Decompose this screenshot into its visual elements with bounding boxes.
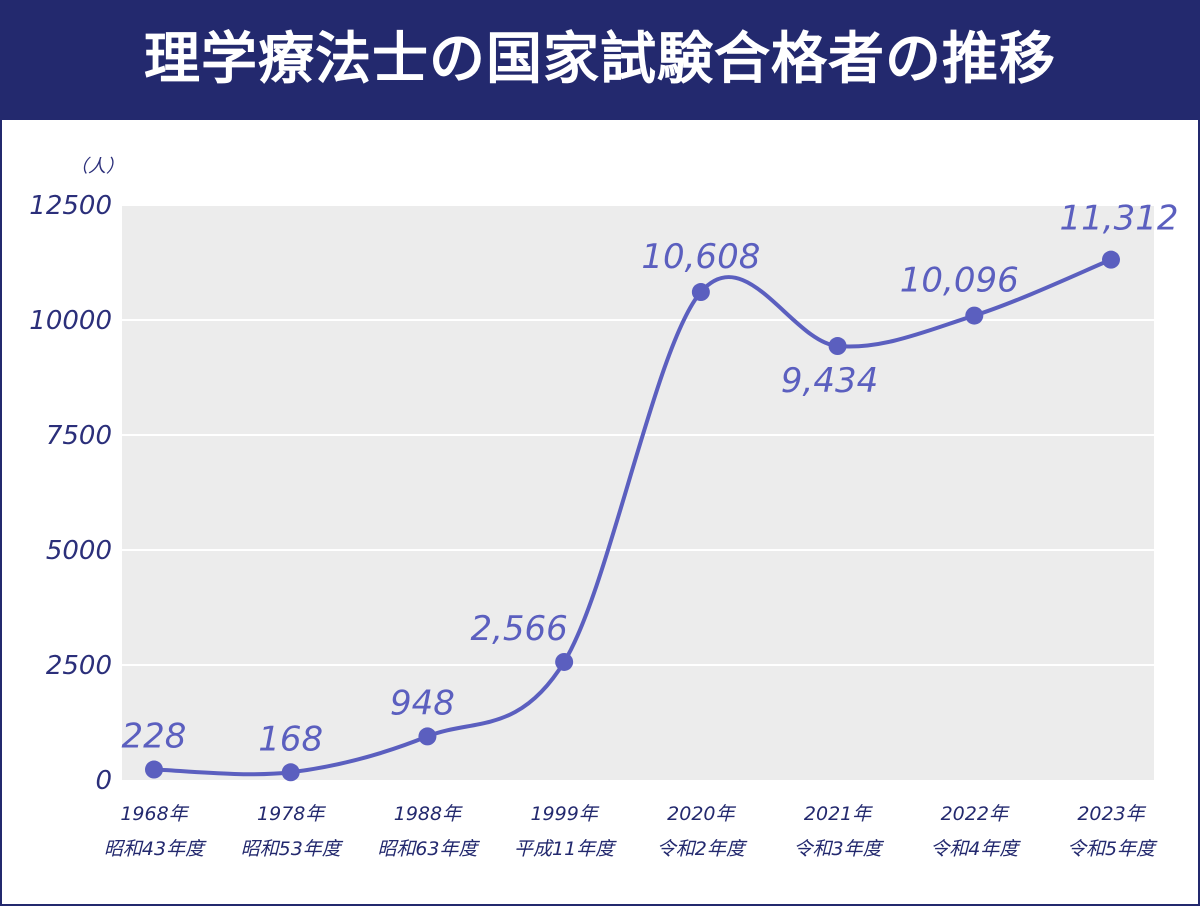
data-point bbox=[145, 760, 163, 779]
x-tick-label-era: 令和3年度 bbox=[794, 838, 885, 860]
data-label: 10,608 bbox=[641, 237, 760, 277]
title-bar bbox=[0, 0, 1200, 120]
chart-title: 理学療法士の国家試験合格者の推移 bbox=[144, 27, 1056, 92]
data-point bbox=[691, 283, 710, 302]
y-tick-label: 2500 bbox=[46, 651, 112, 681]
y-tick-label: 5000 bbox=[46, 536, 112, 566]
data-label: 10,096 bbox=[900, 261, 1019, 301]
x-tick-label-era: 令和5年度 bbox=[1067, 838, 1158, 860]
data-label: 228 bbox=[122, 717, 187, 757]
data-point bbox=[555, 652, 574, 671]
x-tick-label-year: 1999年 bbox=[530, 803, 599, 825]
x-tick-label-era: 令和2年度 bbox=[657, 838, 748, 860]
y-tick-label: 7500 bbox=[46, 421, 112, 451]
x-tick-label-era: 令和4年度 bbox=[930, 838, 1021, 860]
y-tick-label: 0 bbox=[95, 766, 112, 796]
y-tick-label: 12500 bbox=[29, 191, 112, 221]
data-label: 11,312 bbox=[1060, 199, 1179, 239]
x-tick-label-year: 2021年 bbox=[804, 803, 873, 825]
data-label: 168 bbox=[258, 719, 323, 759]
series-line bbox=[152, 257, 1113, 777]
data-label: 9,434 bbox=[781, 361, 878, 401]
x-tick-label-era: 昭和53年度 bbox=[241, 838, 344, 860]
x-tick-label-era: 平成11年度 bbox=[514, 838, 617, 860]
x-tick-label-era: 昭和63年度 bbox=[377, 838, 480, 860]
y-axis-unit: （人） bbox=[70, 156, 124, 177]
data-label: 2,566 bbox=[470, 609, 567, 649]
x-tick-label-year: 2020年 bbox=[667, 803, 736, 825]
data-label: 948 bbox=[390, 683, 455, 723]
x-tick-label-year: 2022年 bbox=[941, 803, 1010, 825]
data-point bbox=[1102, 250, 1120, 269]
data-point bbox=[281, 763, 300, 782]
x-tick-label-era: 昭和43年度 bbox=[104, 838, 207, 860]
plot-area bbox=[122, 205, 1154, 780]
data-point bbox=[828, 337, 847, 356]
data-point bbox=[418, 727, 437, 746]
x-tick-label-year: 1978年 bbox=[257, 803, 326, 825]
y-tick-label: 10000 bbox=[29, 306, 112, 336]
x-tick-label-year: 1968年 bbox=[120, 803, 189, 825]
data-point bbox=[965, 306, 984, 325]
x-tick-label-year: 2023年 bbox=[1077, 803, 1146, 825]
x-tick-label-year: 1988年 bbox=[394, 803, 463, 825]
